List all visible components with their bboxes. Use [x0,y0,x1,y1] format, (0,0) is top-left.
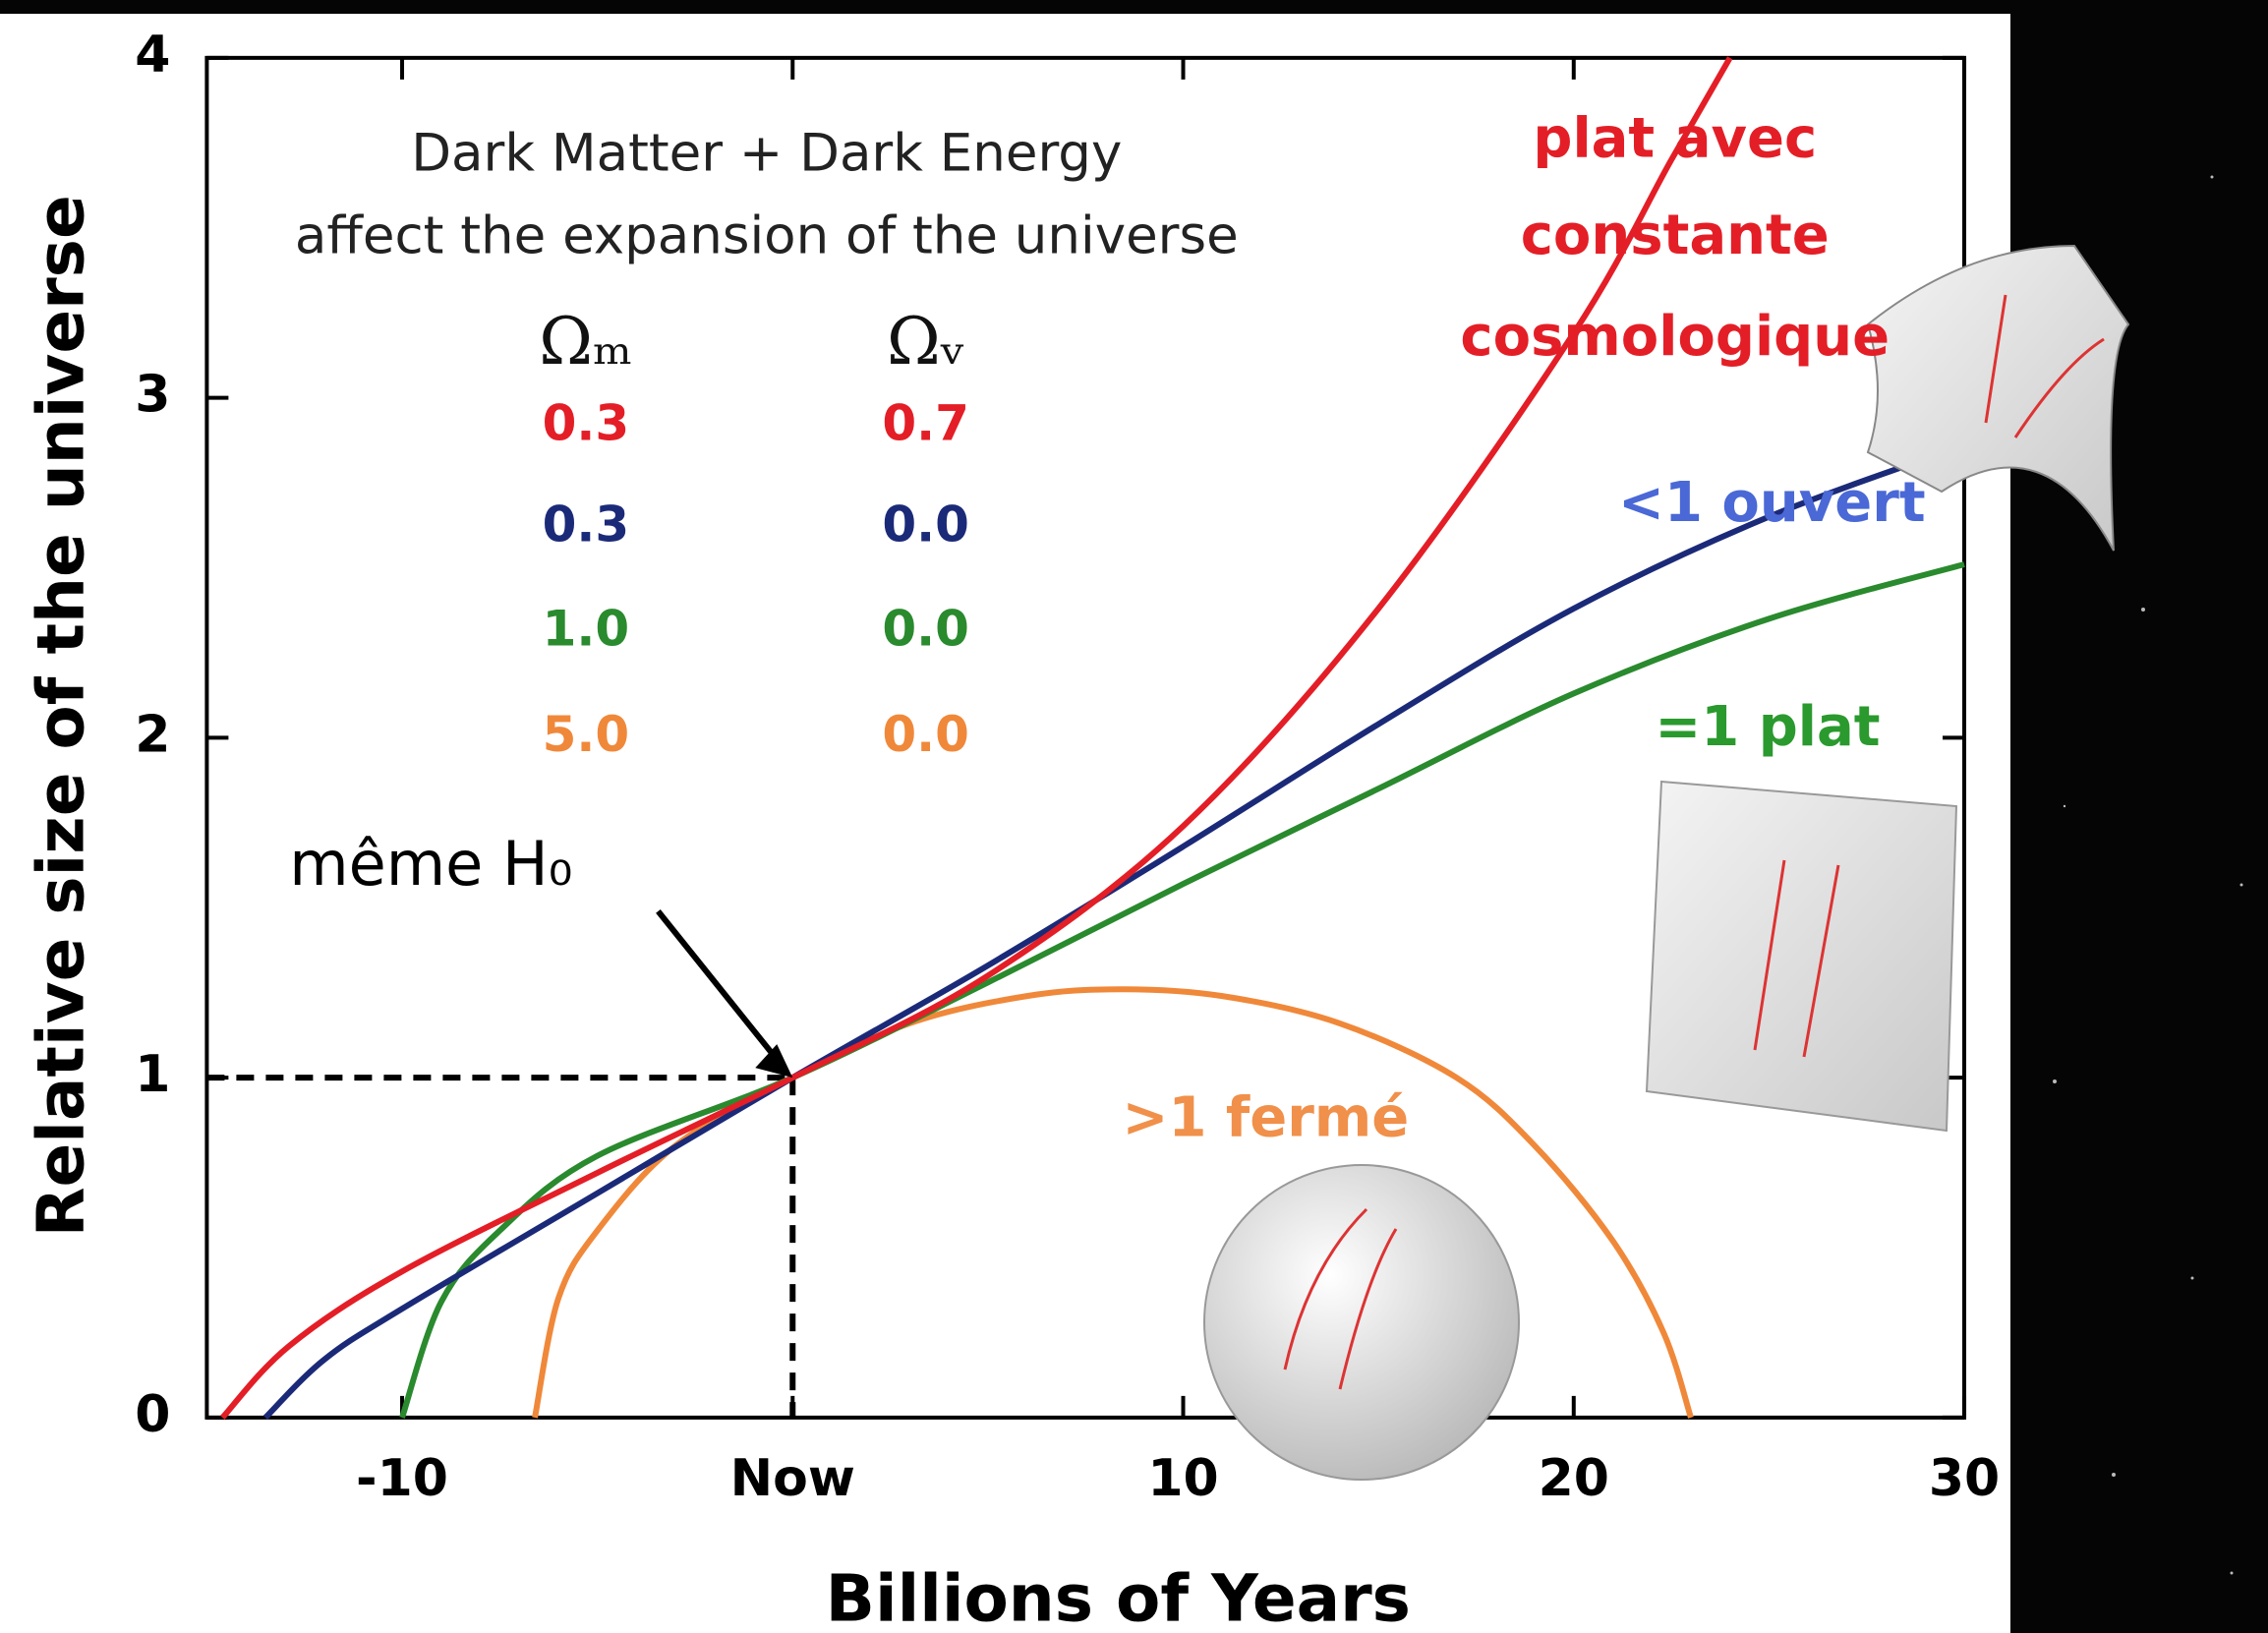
legend-value: 0.0 [882,706,969,763]
series-line [532,986,1694,1419]
x-tick-label: 10 [1147,1449,1218,1508]
flat-surface [1645,780,1958,1133]
x-tick-label: 30 [1929,1449,2000,1508]
y-tick-label: 2 [135,705,170,764]
series-line [262,442,1966,1421]
annotation: plat avec [1533,106,1817,170]
x-axis-label: Billions of Years [826,1560,1411,1633]
arrow-head [755,1044,793,1079]
y-tick-label: 3 [135,366,170,425]
x-tick-label: 20 [1539,1449,1609,1508]
annotation: <1 ouvert [1618,471,1926,535]
legend-value: 1.0 [543,600,630,657]
annotation: constante [1521,204,1830,267]
legend-title: affect the expansion of the universe [295,205,1239,265]
y-axis-label: Relative size of the universe [23,195,98,1237]
annotation: >1 fermé [1123,1085,1410,1149]
legend-header: Ωₘ [539,304,632,379]
series-line [399,561,1965,1419]
legend-value: 0.7 [882,395,969,452]
illustrations [1203,244,2130,1481]
x-tick-label: -10 [356,1449,448,1508]
annotation: cosmologique [1460,305,1890,369]
annotation: =1 plat [1655,695,1880,759]
saddle-surface [1866,244,2130,552]
legend-value: 5.0 [543,706,630,763]
legend-value: 0.0 [882,496,969,554]
y-tick-label: 4 [135,26,170,85]
flat-paths [1753,859,1840,1058]
saddle-paths [1984,294,2105,438]
sphere-surface [1203,1164,1520,1481]
x-tick-label: Now [730,1449,855,1508]
sphere-paths [1283,1207,1398,1390]
legend-value: 0.3 [543,395,630,452]
legend-value: 0.3 [543,496,630,554]
legend-header: Ωᵥ [887,304,964,379]
legend-title: Dark Matter + Dark Energy [411,124,1122,184]
y-tick-label: 0 [135,1385,170,1444]
y-tick-label: 1 [135,1045,170,1104]
legend-value: 0.0 [882,600,969,657]
arrow-shaft [656,909,782,1064]
annotation: même H₀ [289,828,572,900]
series-line [220,56,1733,1420]
